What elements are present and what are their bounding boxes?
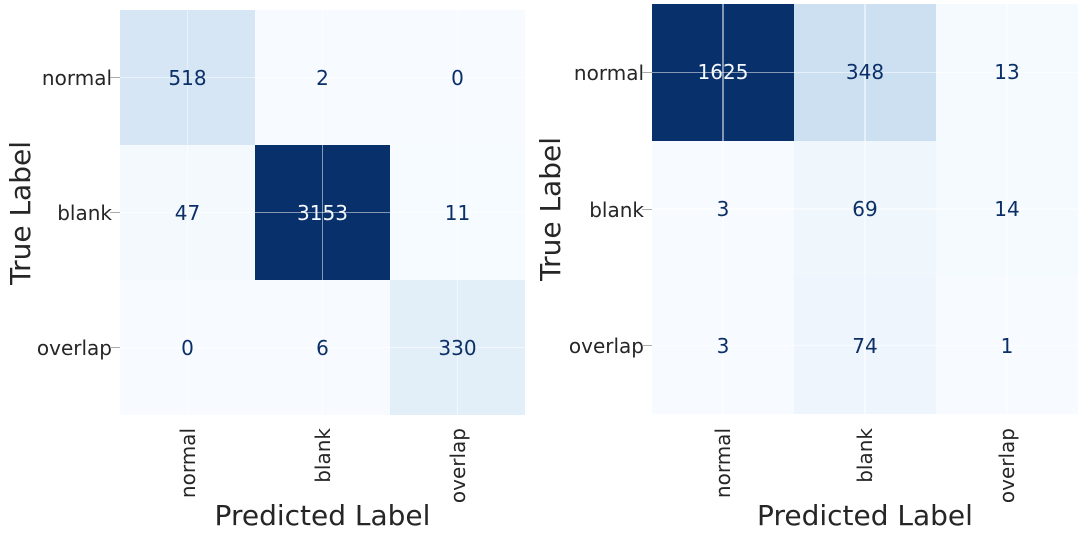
heatmap-cell-value: 1 <box>1000 333 1014 358</box>
y-tick-blank: blank <box>57 200 112 225</box>
heatmap-cell-value: 47 <box>174 200 201 225</box>
heatmap-cell-blank-overlap: 11 <box>390 145 525 280</box>
heatmap-cell-overlap-overlap: 1 <box>936 277 1078 414</box>
heatmap-cell-value: 11 <box>444 200 471 225</box>
heatmap-cell-value: 2 <box>316 65 329 90</box>
heatmap-cell-blank-normal: 3 <box>652 140 794 278</box>
heatmap-cell-value: 518 <box>168 65 207 90</box>
heatmap-cell-normal-blank: 2 <box>255 10 390 145</box>
heatmap-cell-value: 0 <box>451 65 464 90</box>
y-tick-normal: normal <box>41 65 112 90</box>
heatmap-cell-normal-overlap: 0 <box>390 10 525 145</box>
y-tick-mark <box>110 77 120 78</box>
heatmap-cell-value: 69 <box>852 196 878 221</box>
x-axis-label: Predicted Label <box>214 499 431 532</box>
heatmap-cell-value: 3 <box>716 196 730 221</box>
y-tick-overlap: overlap <box>568 333 644 358</box>
heatmap-cell-normal-normal: 1625 <box>652 4 794 141</box>
heatmap-cell-overlap-blank: 74 <box>794 277 936 414</box>
heatmap-cell-value: 74 <box>852 333 878 358</box>
heatmap-cell-overlap-normal: 3 <box>652 277 794 414</box>
confusion-matrix-heatmap-right: 1625 348 13 3 69 14 3 74 1 <box>652 4 1078 414</box>
heatmap-cell-overlap-overlap: 330 <box>390 280 525 415</box>
y-tick-mark <box>642 345 652 346</box>
heatmap-cell-value: 14 <box>994 196 1020 221</box>
y-tick-blank: blank <box>589 197 644 222</box>
heatmap-cell-blank-blank: 3153 <box>255 145 390 280</box>
heatmap-cell-value: 3 <box>716 333 730 358</box>
y-tick-normal: normal <box>573 60 644 85</box>
heatmap-cell-blank-blank: 69 <box>794 140 936 278</box>
heatmap-cell-normal-overlap: 13 <box>936 4 1078 141</box>
heatmap-cell-value: 3153 <box>297 200 348 225</box>
heatmap-cell-blank-overlap: 14 <box>936 140 1078 278</box>
x-axis-label: Predicted Label <box>757 499 973 532</box>
heatmap-cell-normal-blank: 348 <box>794 4 936 141</box>
y-tick-overlap: overlap <box>36 335 112 360</box>
heatmap-cell-overlap-normal: 0 <box>120 280 255 415</box>
confusion-matrix-heatmap-left: 518 2 0 47 3153 11 0 6 330 <box>120 10 525 415</box>
y-tick-mark <box>642 209 652 210</box>
heatmap-cell-value: 1625 <box>697 60 749 85</box>
heatmap-cell-value: 330 <box>438 335 477 360</box>
heatmap-cell-value: 13 <box>994 60 1020 85</box>
heatmap-cell-overlap-blank: 6 <box>255 280 390 415</box>
heatmap-cell-value: 6 <box>316 335 329 360</box>
y-tick-mark <box>110 212 120 213</box>
heatmap-cell-normal-normal: 518 <box>120 10 255 145</box>
heatmap-cell-value: 0 <box>181 335 194 360</box>
y-tick-mark <box>110 347 120 348</box>
y-tick-mark <box>642 72 652 73</box>
heatmap-cell-blank-normal: 47 <box>120 145 255 280</box>
heatmap-cell-value: 348 <box>845 60 885 85</box>
